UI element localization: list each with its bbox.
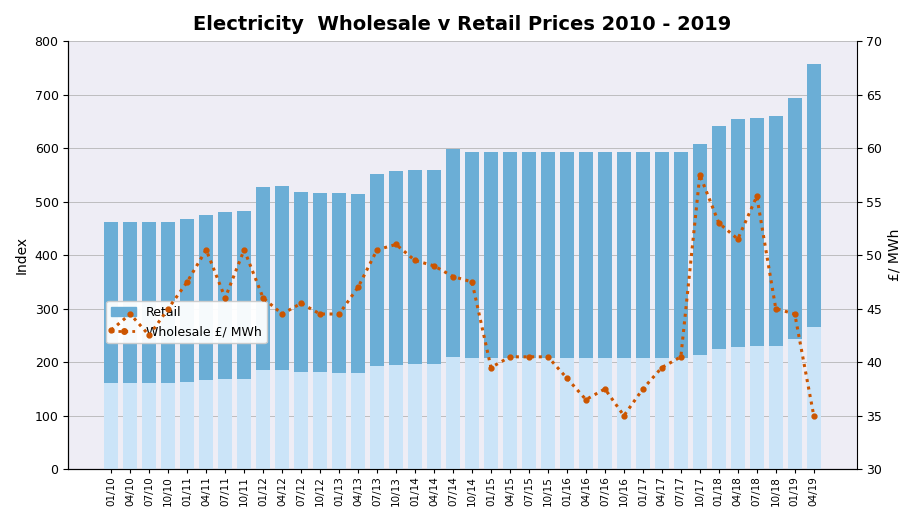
Bar: [692, 355, 707, 469]
Bar: [237, 212, 251, 469]
Bar: [503, 358, 517, 469]
Bar: [731, 119, 745, 469]
Bar: [768, 116, 783, 469]
Bar: [446, 149, 460, 469]
Bar: [313, 373, 327, 469]
Bar: [655, 153, 669, 469]
Bar: [294, 192, 308, 469]
Bar: [332, 193, 347, 469]
Legend: Retail, Wholesale £/ MWh: Retail, Wholesale £/ MWh: [106, 301, 267, 343]
Bar: [142, 222, 156, 469]
Bar: [484, 153, 498, 469]
Bar: [142, 382, 156, 469]
Bar: [484, 358, 498, 469]
Bar: [218, 213, 232, 469]
Bar: [522, 358, 536, 469]
Bar: [105, 382, 118, 469]
Bar: [351, 373, 365, 469]
Bar: [123, 382, 138, 469]
Bar: [692, 144, 707, 469]
Bar: [427, 169, 441, 469]
Bar: [275, 185, 289, 469]
Bar: [389, 171, 403, 469]
Bar: [256, 370, 271, 469]
Bar: [389, 365, 403, 469]
Bar: [408, 364, 422, 469]
Bar: [750, 346, 764, 469]
Bar: [237, 379, 251, 469]
Bar: [161, 222, 175, 469]
Y-axis label: £/ MWh: £/ MWh: [888, 229, 902, 281]
Bar: [218, 379, 232, 469]
Bar: [655, 358, 669, 469]
Bar: [712, 126, 726, 469]
Bar: [541, 153, 555, 469]
Bar: [617, 153, 631, 469]
Bar: [579, 358, 593, 469]
Bar: [256, 187, 271, 469]
Bar: [559, 153, 574, 469]
Bar: [807, 64, 821, 469]
Title: Electricity  Wholesale v Retail Prices 2010 - 2019: Electricity Wholesale v Retail Prices 20…: [193, 15, 732, 34]
Bar: [750, 118, 764, 469]
Bar: [674, 153, 688, 469]
Bar: [635, 358, 650, 469]
Bar: [598, 358, 612, 469]
Y-axis label: Index: Index: [15, 236, 29, 274]
Bar: [294, 372, 308, 469]
Bar: [180, 219, 194, 469]
Bar: [199, 215, 214, 469]
Bar: [351, 194, 365, 469]
Bar: [105, 222, 118, 469]
Bar: [446, 357, 460, 469]
Bar: [313, 193, 327, 469]
Bar: [731, 346, 745, 469]
Bar: [465, 153, 479, 469]
Bar: [199, 380, 214, 469]
Bar: [788, 98, 801, 469]
Bar: [541, 358, 555, 469]
Bar: [503, 153, 517, 469]
Bar: [408, 169, 422, 469]
Bar: [370, 174, 384, 469]
Bar: [465, 358, 479, 469]
Bar: [635, 153, 650, 469]
Bar: [617, 358, 631, 469]
Bar: [180, 381, 194, 469]
Bar: [579, 153, 593, 469]
Bar: [522, 153, 536, 469]
Bar: [275, 370, 289, 469]
Bar: [332, 373, 347, 469]
Bar: [788, 339, 801, 469]
Bar: [598, 153, 612, 469]
Bar: [807, 327, 821, 469]
Bar: [559, 358, 574, 469]
Bar: [161, 382, 175, 469]
Bar: [674, 358, 688, 469]
Bar: [427, 364, 441, 469]
Bar: [370, 366, 384, 469]
Bar: [123, 222, 138, 469]
Bar: [712, 349, 726, 469]
Bar: [768, 345, 783, 469]
